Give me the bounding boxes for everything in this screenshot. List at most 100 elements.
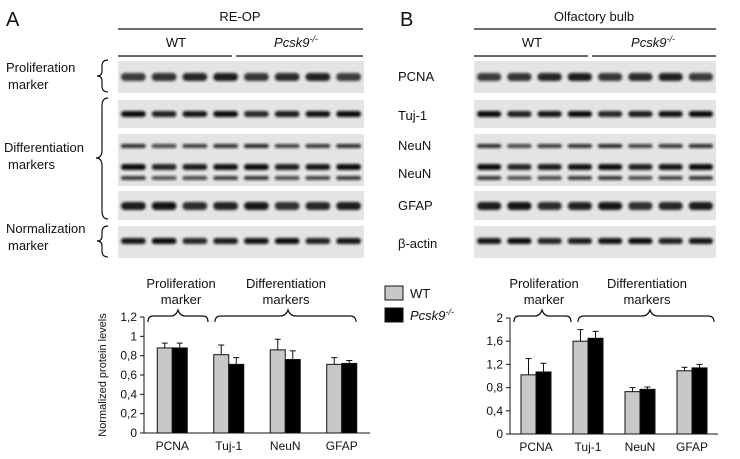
panel-a-group-ko: Pcsk9-/-: [274, 34, 318, 50]
y-tick-label: 0,2: [120, 407, 137, 421]
label-normalization-marker-a: Normalization marker: [6, 221, 85, 253]
blot-band: [507, 144, 532, 148]
blot-band: [336, 111, 361, 117]
blot-band: [121, 176, 146, 180]
blot-band: [477, 202, 502, 210]
blot-band: [628, 73, 653, 81]
blot-band: [477, 164, 502, 170]
chart-a-prolif-label: Proliferation marker: [146, 276, 215, 307]
blot-band: [336, 238, 361, 244]
y-tick-label: 0: [496, 427, 503, 441]
blot-band: [507, 202, 532, 210]
blot-band: [182, 73, 208, 81]
panel-b-group-wt: WT: [522, 35, 542, 50]
chart-b-prolif-brace: [513, 308, 572, 323]
blot-band: [213, 111, 238, 117]
blot-band: [213, 144, 238, 148]
x-category-label: Tuj-1: [575, 440, 602, 454]
blot-band: [688, 73, 713, 81]
blot-band: [336, 73, 361, 81]
blot-band: [598, 164, 623, 170]
brace-differentiation: [95, 97, 109, 220]
blot-band: [688, 111, 713, 117]
y-tick-label: 1: [130, 329, 137, 343]
blot-band: [628, 202, 653, 210]
bar-wt-tuj1: [572, 340, 589, 435]
blot-band: [537, 238, 562, 244]
bar-chart-re-op: 0 0,2 0,4 0,6 0,8 1 1,2 Normalized protein leve…: [97, 310, 370, 453]
blot-band: [598, 176, 623, 180]
western-blot-panels: [118, 61, 716, 258]
blot-band: [628, 164, 653, 170]
bar-pcsk9-gfap: [691, 367, 708, 435]
blot-band: [244, 144, 269, 148]
blot-band: [274, 111, 300, 117]
panel-b-title: Olfactory bulb: [554, 9, 634, 24]
chart-b-diff-label: Differentiation markers: [607, 276, 687, 307]
blot-band: [658, 238, 683, 244]
y-axis-label: Normalized protein levels: [97, 313, 109, 437]
blot-band: [121, 144, 146, 148]
blot-band: [182, 176, 208, 180]
x-category-label: NeuN: [270, 439, 301, 453]
blot-strip-tuj1-b: [474, 100, 716, 128]
blot-band: [598, 202, 623, 210]
blot-band: [274, 176, 300, 180]
blot-band: [151, 73, 177, 81]
blot-band: [151, 202, 177, 210]
blot-band: [507, 111, 532, 117]
blot-band: [213, 202, 238, 210]
blot-band: [567, 238, 592, 244]
blot-band: [598, 111, 623, 117]
chart-a-diff-brace: [214, 308, 357, 323]
blot-band: [182, 164, 208, 170]
x-category-label: NeuN: [625, 440, 656, 454]
bar-wt-tuj1: [213, 354, 230, 434]
panel-a-letter: A: [6, 9, 20, 31]
blot-strip-beta-actin-b: [474, 226, 716, 258]
blot-band: [567, 164, 592, 170]
blot-band: [274, 164, 300, 170]
chart-a-prolif-brace: [147, 308, 209, 323]
panel-b-letter: B: [400, 9, 413, 31]
blot-band: [628, 144, 653, 148]
blot-band: [688, 202, 713, 210]
blot-band: [477, 176, 502, 180]
brace-normalization: [96, 225, 109, 258]
blot-band: [628, 238, 653, 244]
blot-band: [274, 73, 300, 81]
blot-band: [537, 144, 562, 148]
blot-strip-tuj1-a: [118, 100, 364, 128]
blot-band: [336, 176, 361, 180]
x-category-label: PCNA: [156, 439, 189, 453]
blot-band: [507, 238, 532, 244]
bar-wt-neun: [269, 349, 286, 434]
panel-a-group-wt: WT: [166, 35, 186, 50]
blot-band: [477, 111, 502, 117]
blot-band: [658, 144, 683, 148]
bar-pcsk9-pcna: [171, 347, 188, 434]
blot-label-pcna: PCNA: [398, 69, 434, 84]
blot-strip-neun-b: [474, 134, 716, 186]
blot-band: [507, 176, 532, 180]
blot-band: [244, 202, 269, 210]
blot-band: [336, 164, 361, 170]
blot-band: [628, 176, 653, 180]
bar-chart-olfactory-bulb: 0 0,4 0,8 1,2 1,6 2 PCNA Tuj-1 NeuN GFAP: [486, 311, 718, 454]
blot-band: [477, 73, 502, 81]
blot-band: [477, 144, 502, 148]
y-tick-label: 0,8: [486, 381, 503, 395]
blot-band: [537, 164, 562, 170]
bar-pcsk9-tuj1: [228, 363, 245, 434]
bar-wt-neun: [624, 391, 641, 435]
y-tick-label: 2: [496, 311, 503, 325]
label-differentiation-markers-a: Differentiation markers: [4, 140, 84, 172]
blot-band: [658, 202, 683, 210]
blot-band: [213, 176, 238, 180]
blot-band: [151, 144, 177, 148]
blot-band: [305, 164, 331, 170]
blot-band: [121, 238, 146, 244]
blot-band: [567, 144, 592, 148]
blot-band: [336, 144, 361, 148]
y-tick-label: 0,4: [486, 404, 503, 418]
